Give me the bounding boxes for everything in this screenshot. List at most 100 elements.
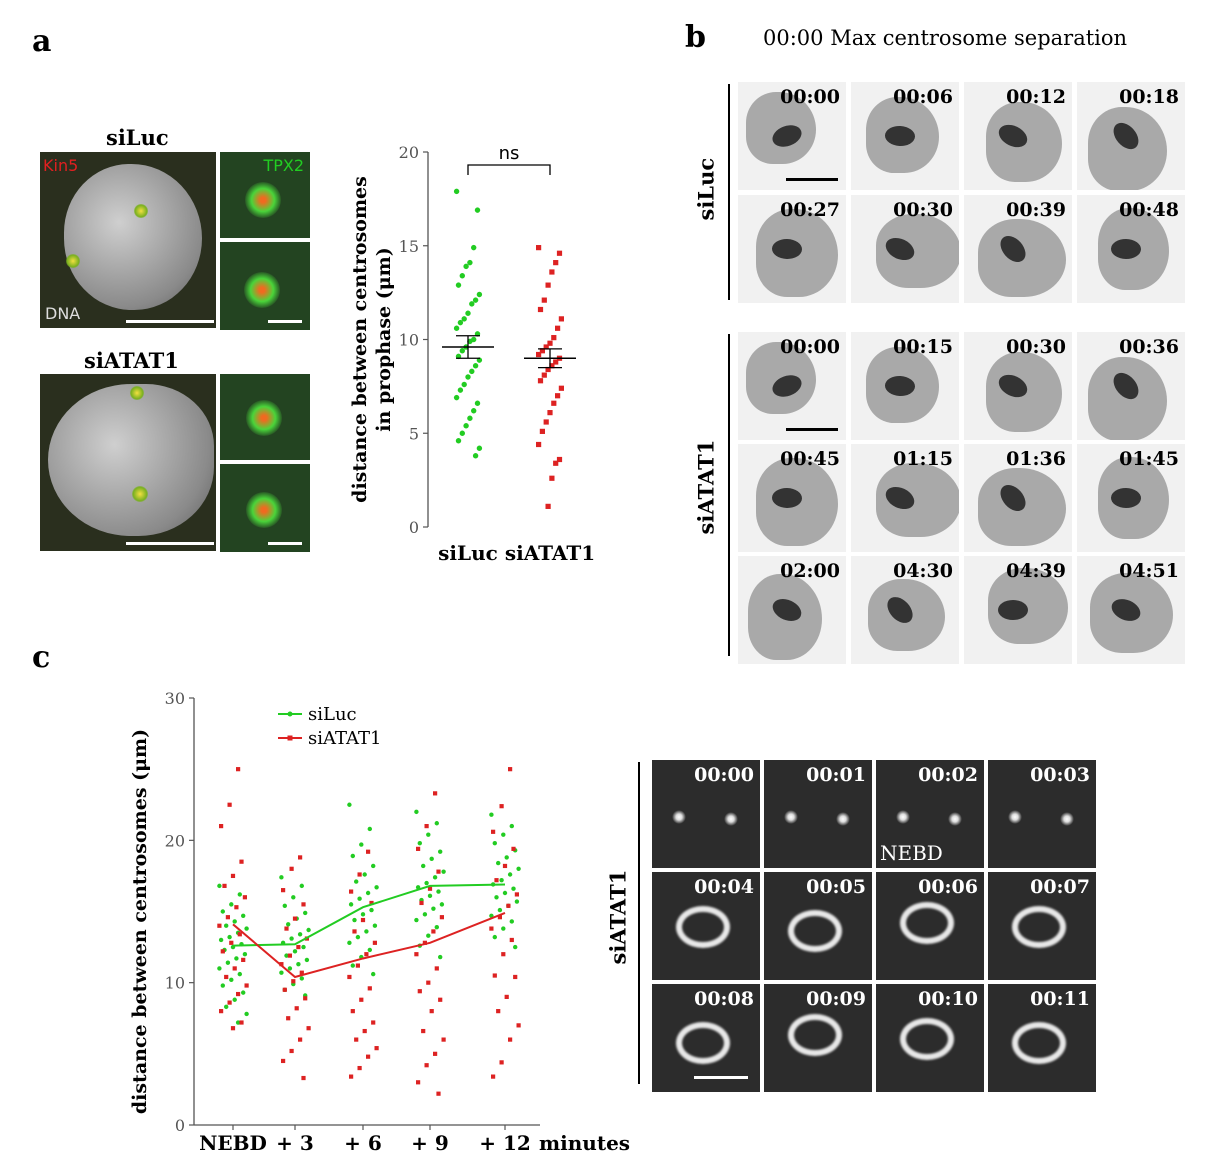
data-point-siatat1: [416, 846, 421, 851]
data-point-siatat1: [555, 393, 561, 399]
panel-a-label-siatat1: siATAT1: [84, 348, 179, 373]
data-point-siluc: [237, 892, 242, 897]
data-point-siluc: [296, 961, 301, 967]
timestamp-label: 00:30: [1006, 336, 1066, 358]
data-point-siatat1: [537, 306, 544, 313]
centrosome-aster: [1060, 812, 1074, 826]
x-category-label: siATAT1: [505, 541, 595, 565]
centrosome-aster: [836, 812, 850, 826]
data-point-siatat1: [366, 1054, 371, 1059]
data-point-siatat1: [555, 325, 561, 331]
data-point-siatat1: [431, 929, 436, 934]
x-category-label: + 12: [479, 1131, 531, 1155]
mean-line-siatat1: [232, 911, 506, 979]
data-point-siluc: [472, 363, 479, 369]
timestamp-label: 02:00: [780, 560, 840, 582]
timestamp-label: 04:30: [893, 560, 953, 582]
data-point-siatat1: [436, 869, 441, 874]
data-point-siatat1: [301, 1075, 306, 1081]
data-point-siluc: [360, 912, 366, 917]
data-point-siluc: [455, 282, 462, 288]
data-point-siatat1: [281, 1058, 286, 1064]
timestamp-label: 00:48: [1119, 199, 1179, 221]
data-point-siatat1: [547, 340, 553, 346]
data-point-siatat1: [551, 400, 557, 406]
y-axis-label: in prophase (μm): [373, 247, 395, 431]
data-point-siluc: [291, 895, 296, 900]
timestamp-label: 00:09: [806, 988, 866, 1010]
data-point-siluc: [347, 940, 352, 946]
timelapse-frame: 00:27: [738, 195, 846, 303]
data-point-siatat1: [352, 929, 357, 934]
kin5-label: Kin5: [43, 156, 79, 175]
data-point-siluc: [511, 886, 516, 891]
nucleus: [48, 384, 214, 536]
timelapse-frame: 00:08: [652, 984, 760, 1092]
data-point-siatat1: [286, 1016, 291, 1021]
data-point-siluc: [244, 926, 249, 931]
data-point-siatat1: [513, 974, 518, 980]
divider-line: [638, 762, 640, 1084]
timelapse-frame: 00:11: [988, 984, 1096, 1092]
timestamp-label: 00:06: [893, 86, 953, 108]
siluc-inset-bottom: [220, 242, 310, 330]
nebd-label: NEBD: [880, 841, 943, 865]
data-point-siatat1: [372, 940, 377, 945]
data-point-siluc: [372, 923, 378, 928]
data-point-siatat1: [541, 297, 547, 303]
data-point-siluc: [297, 932, 303, 937]
y-axis-label: distance between centrosomes (μm): [129, 729, 151, 1114]
data-point-siluc: [463, 423, 469, 429]
data-point-siatat1: [558, 385, 564, 391]
data-point-siluc: [436, 889, 441, 894]
timelapse-frame: 00:00: [738, 332, 846, 440]
scale-bar: [126, 320, 214, 323]
data-point-siluc: [472, 297, 479, 303]
timelapse-frame: 00:05: [764, 872, 872, 980]
data-point-siatat1: [230, 1026, 236, 1031]
timestamp-label: 00:12: [1006, 86, 1066, 108]
data-point-siatat1: [359, 997, 364, 1002]
data-point-siluc: [242, 952, 248, 957]
y-tick-label: 0: [409, 518, 419, 537]
data-point-siatat1: [501, 952, 506, 957]
data-point-siluc: [359, 842, 364, 847]
data-point-siatat1: [232, 966, 237, 971]
scale-bar: [694, 1076, 748, 1079]
data-point-siatat1: [291, 979, 296, 984]
data-point-siatat1: [549, 269, 555, 275]
data-point-siatat1: [551, 335, 557, 341]
siluc-nucleus-micrograph: Kin5 DNA: [40, 152, 216, 328]
timestamp-label: 00:39: [1006, 199, 1066, 221]
data-point-siluc: [220, 909, 225, 914]
siatat1-inset-top: [220, 374, 310, 460]
y-tick-label: 0: [175, 1116, 185, 1135]
data-point-siatat1: [357, 1065, 362, 1071]
panel-b-row-label-siluc: siLuc: [693, 157, 719, 221]
data-point-siatat1: [362, 1028, 367, 1034]
data-point-siluc: [348, 902, 354, 907]
data-point-siluc: [453, 188, 460, 195]
data-point-siluc: [279, 875, 284, 880]
data-point-siatat1: [289, 866, 294, 871]
timelapse-frame: 00:02: [876, 760, 984, 868]
inset-spot: [246, 492, 282, 528]
data-point-siluc: [476, 445, 483, 451]
data-point-siluc: [224, 923, 229, 928]
data-point-siatat1: [225, 915, 230, 920]
data-point-siatat1: [236, 767, 241, 772]
data-point-siatat1: [558, 316, 564, 322]
data-point-siatat1: [237, 932, 242, 937]
data-point-siatat1: [553, 460, 559, 466]
divider-line: [728, 84, 730, 300]
data-point-siluc: [496, 860, 501, 866]
data-point-siluc: [471, 408, 477, 414]
data-point-siatat1: [545, 366, 551, 373]
data-point-siluc: [494, 895, 499, 900]
data-point-siluc: [367, 947, 372, 953]
data-point-siatat1: [281, 888, 286, 893]
data-point-siluc: [513, 944, 518, 950]
data-point-siatat1: [545, 503, 551, 509]
data-point-siluc: [432, 875, 438, 880]
microtubule-ring: [788, 1014, 842, 1056]
